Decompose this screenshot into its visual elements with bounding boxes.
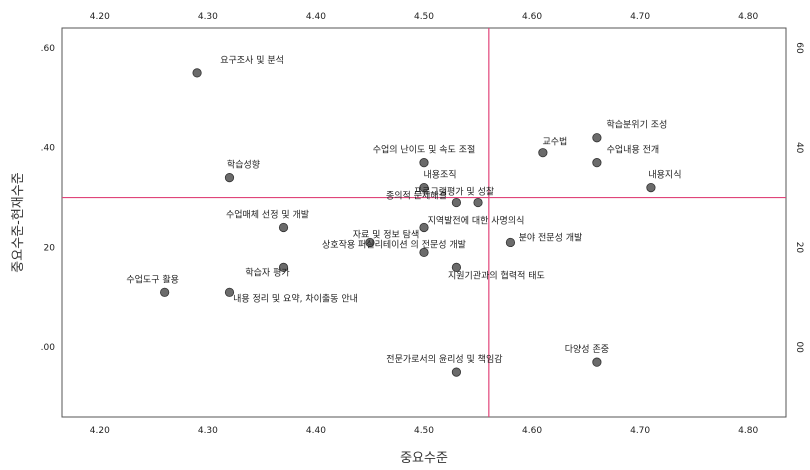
point-label: 요구조사 및 분석 bbox=[220, 54, 284, 66]
point-label: 수업내용 전개 bbox=[607, 145, 660, 156]
right-y-tick-label: 20 bbox=[794, 242, 804, 254]
bottom-x-axis: 4.20 4.30 4.40 4.50 4.60 4.70 4.80 bbox=[90, 426, 759, 436]
point-label: 학습자 평가 bbox=[245, 267, 289, 278]
point-label: 자료 및 정보 탐색 bbox=[353, 228, 420, 240]
data-point bbox=[451, 197, 462, 208]
point-label: 내용 정리 및 요약, 차이출동 안내 bbox=[233, 292, 358, 304]
point-label: 지원기관과의 협력적 태도 bbox=[448, 269, 545, 281]
data-point bbox=[505, 237, 516, 248]
data-point bbox=[419, 182, 429, 193]
right-y-tick-label: 00 bbox=[794, 341, 804, 353]
data-point bbox=[451, 367, 462, 377]
data-point bbox=[592, 158, 602, 168]
plot-area bbox=[61, 27, 787, 418]
point-label: 종의적 문제해결 bbox=[386, 190, 447, 202]
point-label: 상호작용 퍼실리테이션 의 전문성 개발 bbox=[322, 239, 466, 250]
data-point bbox=[224, 287, 235, 297]
point-label: 전문가로서의 윤리성 및 책임감 bbox=[386, 353, 502, 365]
point-label: 내용조직 bbox=[423, 170, 456, 181]
data-point bbox=[278, 222, 289, 233]
bottom-x-tick-label: 4.70 bbox=[630, 426, 650, 436]
bottom-x-tick-label: 4.30 bbox=[198, 426, 218, 436]
point-label: 학습성향 bbox=[227, 159, 260, 171]
y-axis-title: 중요수준-현재수준 bbox=[11, 172, 26, 272]
point-label: 수업매체 선정 및 개발 bbox=[226, 208, 309, 220]
data-point bbox=[419, 247, 429, 258]
mean-reference-lines bbox=[62, 28, 786, 417]
data-point bbox=[592, 357, 602, 367]
top-x-tick-label: 4.40 bbox=[306, 12, 326, 22]
top-x-tick-label: 4.50 bbox=[414, 12, 434, 22]
right-y-tick-label: 60 bbox=[794, 42, 804, 54]
bottom-x-tick-label: 4.50 bbox=[414, 426, 434, 436]
left-y-tick-label: 20 bbox=[44, 243, 56, 253]
data-point bbox=[473, 197, 483, 208]
left-y-tick-label: .00 bbox=[41, 343, 56, 353]
data-point bbox=[538, 148, 548, 158]
bottom-x-tick-label: 4.20 bbox=[90, 426, 110, 436]
data-point bbox=[592, 133, 602, 143]
point-label: 교수법 bbox=[542, 137, 567, 148]
point-label: 수업의 난이도 및 속도 조절 bbox=[373, 144, 476, 156]
x-axis-title: 중요수준 bbox=[400, 451, 448, 466]
data-point bbox=[192, 68, 202, 78]
left-y-tick-label: .40 bbox=[41, 144, 56, 154]
top-x-tick-label: 4.60 bbox=[522, 12, 542, 22]
data-point bbox=[160, 287, 170, 297]
data-point bbox=[646, 182, 656, 193]
left-y-axis: .60 .40 20 .00 bbox=[41, 44, 56, 353]
data-point bbox=[365, 237, 375, 248]
data-point bbox=[451, 262, 462, 272]
bottom-x-tick-label: 4.60 bbox=[522, 426, 542, 436]
right-y-tick-label: 40 bbox=[794, 142, 804, 154]
point-label: 내용지식 bbox=[648, 170, 681, 181]
top-x-axis: 4.20 4.30 4.40 4.50 4.60 4.70 4.80 bbox=[90, 12, 759, 22]
data-point bbox=[278, 262, 289, 272]
data-point bbox=[419, 158, 429, 168]
point-label: 학습분위기 조성 bbox=[606, 120, 667, 131]
data-point bbox=[224, 173, 235, 183]
point-label: 수업도구 활용 bbox=[126, 273, 179, 285]
bottom-x-tick-label: 4.40 bbox=[306, 426, 326, 436]
top-x-tick-label: 4.80 bbox=[738, 12, 758, 22]
right-y-axis: 60 40 20 00 bbox=[794, 42, 804, 353]
top-x-tick-label: 4.70 bbox=[630, 12, 650, 22]
point-label: 다양성 존중 bbox=[565, 344, 609, 355]
data-point bbox=[419, 222, 429, 233]
top-x-tick-label: 4.20 bbox=[90, 12, 110, 22]
top-x-tick-label: 4.30 bbox=[198, 12, 218, 22]
bottom-x-tick-label: 4.80 bbox=[738, 426, 758, 436]
point-label: 분야 전문성 개발 bbox=[519, 232, 583, 243]
point-label: 프로그램평가 및 성찰 bbox=[414, 186, 494, 198]
point-label: 지역발전에 대한 사명의식 bbox=[428, 215, 525, 226]
left-y-tick-label: .60 bbox=[41, 44, 56, 54]
